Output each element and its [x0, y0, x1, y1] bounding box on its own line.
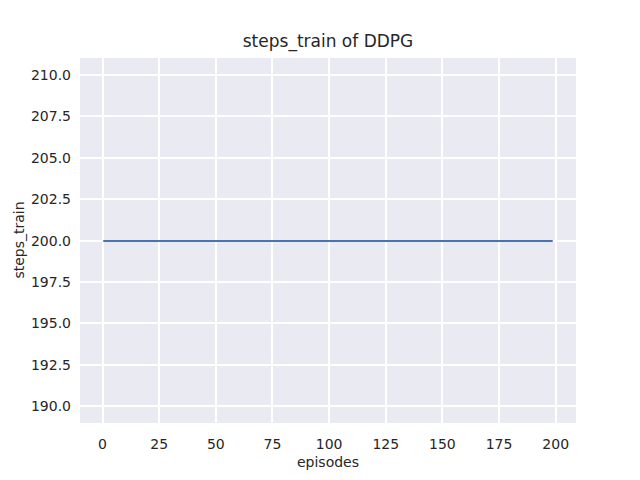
gridline-horizontal	[80, 364, 576, 366]
gridline-horizontal	[80, 115, 576, 117]
y-tick-label: 205.0	[0, 151, 71, 165]
gridline-horizontal	[80, 157, 576, 159]
x-axis-label: episodes	[80, 455, 576, 469]
y-tick-label: 190.0	[0, 399, 71, 413]
y-tick-label: 197.5	[0, 275, 71, 289]
plot-area	[80, 58, 576, 423]
y-tick-label: 210.0	[0, 68, 71, 82]
x-tick-label: 0	[98, 437, 107, 451]
x-tick-label: 75	[264, 437, 282, 451]
gridline-horizontal	[80, 405, 576, 407]
y-tick-label: 202.5	[0, 192, 71, 206]
y-tick-label: 200.0	[0, 234, 71, 248]
x-tick-label: 125	[372, 437, 399, 451]
gridline-horizontal	[80, 198, 576, 200]
x-tick-label: 175	[486, 437, 513, 451]
x-tick-label: 25	[150, 437, 168, 451]
chart-title: steps_train of DDPG	[80, 33, 576, 50]
gridline-horizontal	[80, 74, 576, 76]
x-tick-label: 200	[542, 437, 569, 451]
x-tick-label: 100	[316, 437, 343, 451]
x-tick-label: 150	[429, 437, 456, 451]
gridline-horizontal	[80, 281, 576, 283]
x-tick-label: 50	[207, 437, 225, 451]
y-tick-label: 192.5	[0, 358, 71, 372]
gridline-horizontal	[80, 322, 576, 324]
y-tick-label: 195.0	[0, 316, 71, 330]
data-line-steps_train	[103, 240, 554, 242]
y-tick-label: 207.5	[0, 109, 71, 123]
figure: steps_train of DDPG steps_train episodes…	[0, 0, 640, 480]
